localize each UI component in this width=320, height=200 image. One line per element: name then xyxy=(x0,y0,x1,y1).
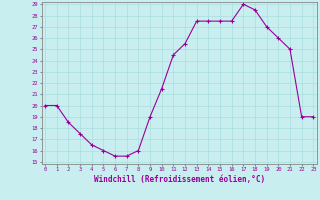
X-axis label: Windchill (Refroidissement éolien,°C): Windchill (Refroidissement éolien,°C) xyxy=(94,175,265,184)
